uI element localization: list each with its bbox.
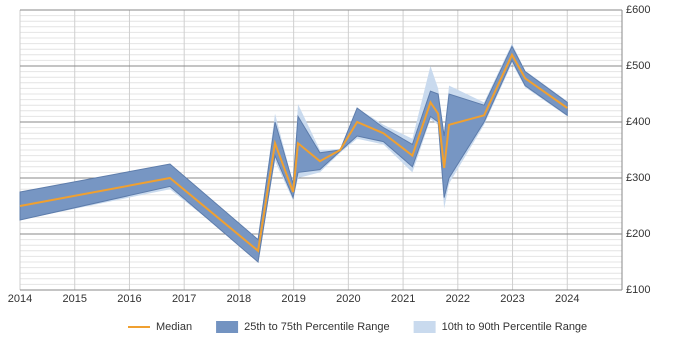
x-tick-label: 2014 (8, 293, 32, 305)
y-tick-label: £300 (626, 172, 650, 184)
x-tick-label: 2017 (172, 293, 196, 305)
legend-swatch (216, 321, 239, 333)
x-tick-label: 2020 (336, 293, 360, 305)
x-tick-label: 2022 (446, 293, 470, 305)
percentile-band (19, 45, 568, 263)
x-tick-label: 2018 (227, 293, 251, 305)
legend-label: 10th to 90th Percentile Range (442, 321, 588, 333)
y-tick-label: £600 (626, 4, 650, 16)
x-tick-label: 2019 (281, 293, 305, 305)
median-line (19, 52, 568, 253)
x-tick-label: 2015 (62, 293, 86, 305)
x-tick-label: 2023 (500, 293, 524, 305)
legend-label: 25th to 75th Percentile Range (244, 321, 390, 333)
legend-label: Median (156, 321, 192, 333)
legend-swatch (413, 321, 436, 333)
y-tick-label: £400 (626, 116, 650, 128)
x-tick-label: 2021 (391, 293, 415, 305)
y-tick-label: £500 (626, 60, 650, 72)
y-tick-label: £100 (626, 284, 650, 296)
x-tick-label: 2016 (117, 293, 141, 305)
x-tick-label: 2024 (555, 293, 579, 305)
y-tick-label: £200 (626, 228, 650, 240)
